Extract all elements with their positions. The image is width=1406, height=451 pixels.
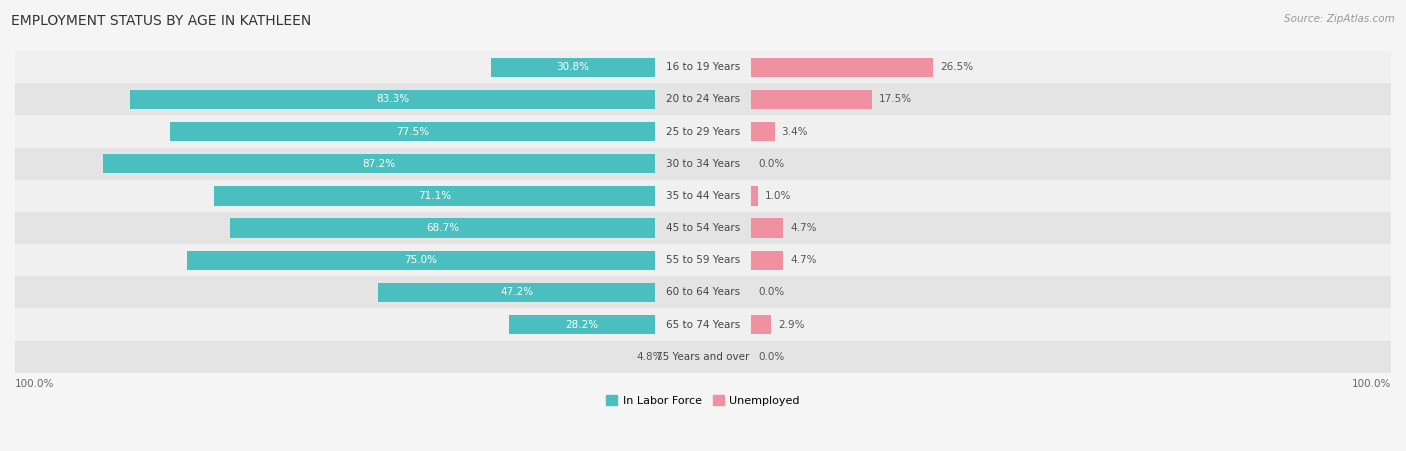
Bar: [15, 308, 1391, 341]
Text: EMPLOYMENT STATUS BY AGE IN KATHLEEN: EMPLOYMENT STATUS BY AGE IN KATHLEEN: [11, 14, 312, 28]
Bar: [170, 122, 655, 141]
Bar: [15, 341, 1391, 373]
Text: 28.2%: 28.2%: [565, 320, 599, 330]
Bar: [751, 90, 872, 109]
Bar: [231, 218, 655, 238]
Bar: [15, 115, 1391, 147]
Text: 25 to 29 Years: 25 to 29 Years: [666, 127, 740, 137]
Text: 4.8%: 4.8%: [637, 352, 664, 362]
Bar: [15, 212, 1391, 244]
Text: 65 to 74 Years: 65 to 74 Years: [666, 320, 740, 330]
Text: 60 to 64 Years: 60 to 64 Years: [666, 287, 740, 297]
Bar: [751, 58, 934, 77]
Text: 4.7%: 4.7%: [790, 223, 817, 233]
Text: Source: ZipAtlas.com: Source: ZipAtlas.com: [1284, 14, 1395, 23]
Text: 83.3%: 83.3%: [375, 94, 409, 104]
Bar: [751, 251, 783, 270]
Text: 75 Years and over: 75 Years and over: [657, 352, 749, 362]
Text: 4.7%: 4.7%: [790, 255, 817, 265]
Bar: [129, 90, 655, 109]
Text: 71.1%: 71.1%: [418, 191, 451, 201]
Text: 16 to 19 Years: 16 to 19 Years: [666, 62, 740, 72]
Bar: [751, 186, 758, 206]
Text: 20 to 24 Years: 20 to 24 Years: [666, 94, 740, 104]
Text: 87.2%: 87.2%: [363, 159, 395, 169]
Text: 77.5%: 77.5%: [395, 127, 429, 137]
Bar: [378, 283, 655, 302]
Text: 68.7%: 68.7%: [426, 223, 460, 233]
Bar: [15, 51, 1391, 83]
Text: 2.9%: 2.9%: [778, 320, 804, 330]
Text: 0.0%: 0.0%: [758, 159, 785, 169]
Text: 55 to 59 Years: 55 to 59 Years: [666, 255, 740, 265]
Text: 100.0%: 100.0%: [1351, 379, 1391, 389]
Bar: [751, 315, 770, 334]
Bar: [15, 180, 1391, 212]
Text: 30.8%: 30.8%: [557, 62, 589, 72]
Legend: In Labor Force, Unemployed: In Labor Force, Unemployed: [606, 396, 800, 406]
Bar: [214, 186, 655, 206]
Text: 47.2%: 47.2%: [501, 287, 533, 297]
Text: 0.0%: 0.0%: [758, 352, 785, 362]
Text: 30 to 34 Years: 30 to 34 Years: [666, 159, 740, 169]
Text: 45 to 54 Years: 45 to 54 Years: [666, 223, 740, 233]
Bar: [15, 244, 1391, 276]
Text: 17.5%: 17.5%: [879, 94, 911, 104]
Text: 0.0%: 0.0%: [758, 287, 785, 297]
Bar: [491, 58, 655, 77]
Bar: [15, 147, 1391, 180]
Bar: [15, 83, 1391, 115]
Text: 1.0%: 1.0%: [765, 191, 792, 201]
Bar: [751, 122, 775, 141]
Text: 75.0%: 75.0%: [405, 255, 437, 265]
Text: 35 to 44 Years: 35 to 44 Years: [666, 191, 740, 201]
Text: 26.5%: 26.5%: [941, 62, 973, 72]
Bar: [751, 218, 783, 238]
Bar: [509, 315, 655, 334]
Bar: [103, 154, 655, 173]
Bar: [15, 276, 1391, 308]
Text: 100.0%: 100.0%: [15, 379, 55, 389]
Text: 3.4%: 3.4%: [782, 127, 808, 137]
Bar: [187, 251, 655, 270]
